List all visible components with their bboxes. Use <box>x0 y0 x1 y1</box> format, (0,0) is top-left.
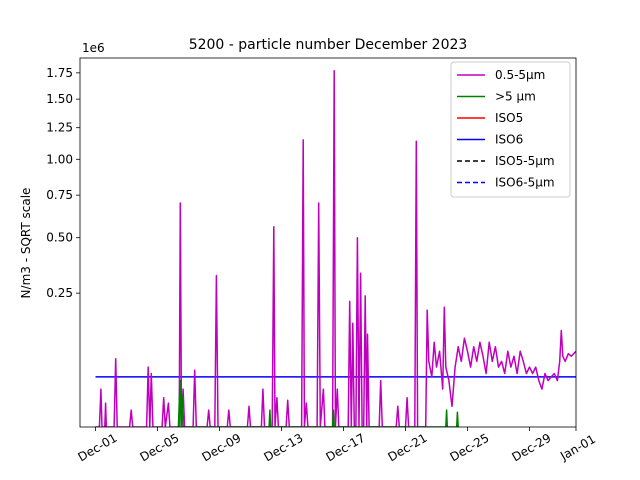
legend-label-3: ISO6 <box>495 133 523 147</box>
plot-area-frame <box>79 57 577 428</box>
y-tick-label-3: 1.00 <box>46 152 73 166</box>
y-axis-offset-label: 1e6 <box>82 41 105 55</box>
legend-label-0: 0.5-5µm <box>495 68 545 82</box>
y-tick-label-5: 1.50 <box>46 92 73 106</box>
y-tick-label-4: 1.25 <box>46 121 73 135</box>
series-line-1 <box>177 379 459 427</box>
legend-label-5: ISO6-5µm <box>495 176 555 190</box>
y-axis-label: N/m3 - SQRT scale <box>19 188 33 299</box>
plot-series <box>95 70 576 427</box>
y-tick-label-6: 1.75 <box>46 66 73 80</box>
legend-label-4: ISO5-5µm <box>495 154 555 168</box>
legend-label-2: ISO5 <box>495 111 523 125</box>
legend-label-1: >5 µm <box>495 90 536 104</box>
series-line-0 <box>95 70 576 427</box>
legend: 0.5-5µm >5 µm ISO5 ISO6 ISO5-5µm ISO6-5µm <box>450 61 571 198</box>
y-axis: 0.25 0.50 0.75 1.00 1.25 1.50 1.75 <box>46 66 80 300</box>
y-tick-label-2: 0.75 <box>46 188 73 202</box>
chart-title: 5200 - particle number December 2023 <box>189 37 468 53</box>
y-tick-label-0: 0.25 <box>46 286 73 300</box>
y-tick-label-1: 0.50 <box>46 231 73 245</box>
